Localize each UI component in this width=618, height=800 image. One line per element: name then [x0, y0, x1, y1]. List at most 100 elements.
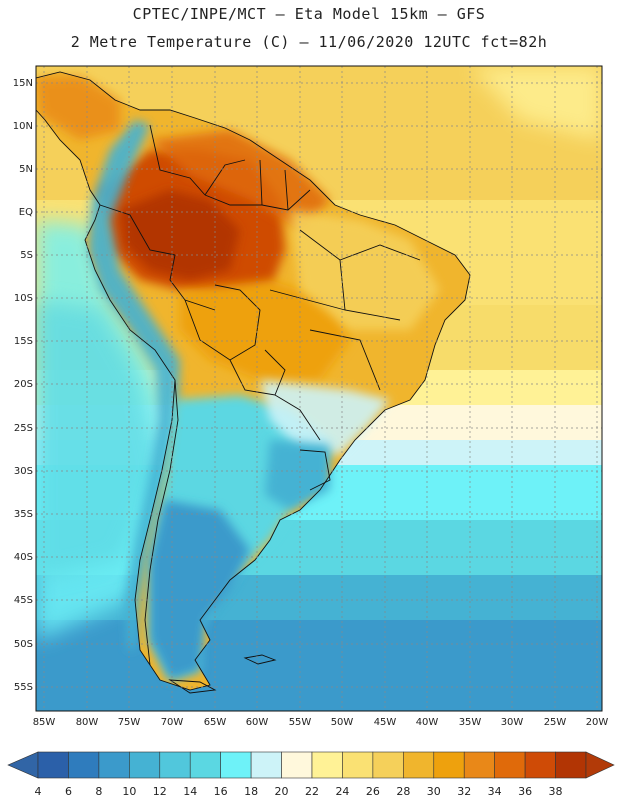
border-uruguay: [299, 449, 331, 491]
lon-label: 30W: [501, 717, 524, 728]
border-peru-brazil: [169, 254, 216, 311]
lon-label: 50W: [331, 717, 354, 728]
border-brazil-states: [269, 229, 421, 391]
colorbar-swatch: [98, 751, 130, 779]
colorbar-label: 28: [396, 785, 410, 798]
lat-label: 40S: [14, 552, 33, 563]
pampas-cool: [265, 440, 330, 510]
lon-label: 75W: [118, 717, 141, 728]
lat-label: 5S: [20, 250, 33, 261]
colorbar-label: 22: [305, 785, 319, 798]
lat-label: 45S: [14, 595, 33, 606]
lon-label: 40W: [416, 717, 439, 728]
falkland-islands: [243, 654, 277, 665]
border-brazil-north: [204, 189, 311, 211]
lat-label: EQ: [19, 207, 33, 218]
amazon-core: [120, 190, 240, 280]
continent-coastline: [36, 71, 471, 691]
colorbar-swatch: [463, 751, 495, 779]
colorbar-swatch: [494, 751, 526, 779]
andes-cold: [88, 120, 180, 650]
lat-label: 30S: [14, 466, 33, 477]
colorbar-swatch: [37, 751, 69, 779]
pacific-cool-strip: [36, 300, 160, 580]
ocean-band-sub-antarctic: [36, 620, 602, 711]
colorbar-label: 30: [427, 785, 441, 798]
colorbar-label: 20: [275, 785, 289, 798]
colorbar-label: 16: [214, 785, 228, 798]
colorbar-label: 6: [65, 785, 72, 798]
colorbar-high-arrow: [585, 751, 615, 779]
colorbar-swatch: [159, 751, 191, 779]
lat-label: 5N: [19, 164, 33, 175]
lon-label: 85W: [33, 717, 56, 728]
lat-label: 50S: [14, 639, 33, 650]
border-colombia-venezuela: [149, 124, 206, 196]
colorbar-swatch: [524, 751, 556, 779]
colorbar-swatch: [403, 751, 435, 779]
map-title: CPTEC/INPE/MCT – Eta Model 15km – GFS: [132, 5, 486, 23]
colorbar: 4 6 8 10 12 14 16 18 20 22 24 26 28 30 32 34 36 38: [7, 751, 615, 798]
colorbar-swatch: [311, 751, 343, 779]
colorbar-label: 14: [183, 785, 197, 798]
map-field: [36, 66, 602, 711]
caribbean-north: [36, 76, 120, 140]
colorbar-swatch: [342, 751, 374, 779]
border-colombia-peru: [99, 204, 176, 256]
lon-label: 45W: [374, 717, 397, 728]
lat-label: 20S: [14, 379, 33, 390]
colorbar-swatch: [372, 751, 404, 779]
colorbar-swatch: [433, 751, 465, 779]
lat-axis: 15N 10N 5N EQ 5S 10S 15S 20S 25S 30S 35S…: [13, 78, 33, 693]
map-subtitle: 2 Metre Temperature (C) – 11/06/2020 12U…: [70, 33, 548, 51]
tierra-del-fuego: [168, 679, 217, 694]
colorbar-label: 32: [457, 785, 471, 798]
lon-label: 35W: [459, 717, 482, 728]
coastlines-and-borders: [36, 71, 471, 694]
colorbar-label: 24: [335, 785, 349, 798]
lon-label: 70W: [161, 717, 184, 728]
lon-label: 55W: [289, 717, 312, 728]
lat-label: 15N: [13, 78, 33, 89]
colorbar-swatch: [189, 751, 221, 779]
colorbar-swatch: [281, 751, 313, 779]
colorbar-label: 4: [35, 785, 42, 798]
colorbar-swatch: [555, 751, 587, 779]
border-bolivia: [184, 284, 261, 361]
lon-label: 25W: [544, 717, 567, 728]
graticule: [36, 66, 602, 711]
colorbar-label: 18: [244, 785, 258, 798]
colorbar-swatch: [250, 751, 282, 779]
patagonia-cold: [150, 500, 250, 680]
colorbar-label: 38: [549, 785, 563, 798]
north-atlantic-warm: [470, 66, 602, 140]
colorbar-label: 10: [122, 785, 136, 798]
border-venezuela-guyana: [204, 159, 246, 196]
lon-label: 60W: [246, 717, 269, 728]
brazil-east-warm: [290, 210, 440, 330]
colorbar-swatch: [129, 751, 161, 779]
lon-axis: 85W 80W 75W 70W 65W 60W 55W 50W 45W 40W …: [33, 717, 609, 728]
northern-warm: [150, 130, 330, 230]
colorbar-swatch: [220, 751, 252, 779]
map-frame: [35, 65, 603, 712]
border-argentina-chile: [144, 379, 179, 666]
lat-label: 15S: [14, 336, 33, 347]
colorbar-label: 34: [488, 785, 502, 798]
lon-label: 20W: [586, 717, 609, 728]
southern-brazil-cool: [260, 380, 390, 455]
colorbar-label: 26: [366, 785, 380, 798]
lon-label: 80W: [76, 717, 99, 728]
colorbar-label: 12: [153, 785, 167, 798]
colorbar-label: 36: [518, 785, 532, 798]
colorbar-label: 8: [95, 785, 102, 798]
colorbar-swatch: [68, 751, 100, 779]
border-guianas: [259, 159, 289, 211]
lat-label: 25S: [14, 423, 33, 434]
lat-label: 35S: [14, 509, 33, 520]
lat-label: 10N: [13, 121, 33, 132]
border-argentina-brazil: [274, 394, 321, 441]
lat-label: 10S: [14, 293, 33, 304]
lat-label: 55S: [14, 682, 33, 693]
